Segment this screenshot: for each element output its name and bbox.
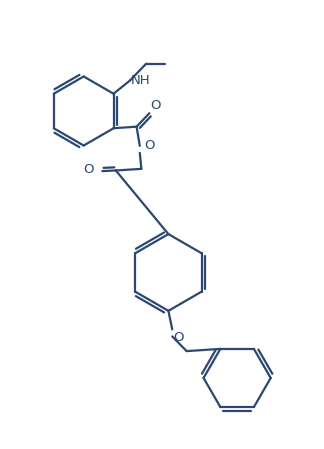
Text: O: O: [174, 331, 184, 344]
Text: O: O: [144, 139, 155, 152]
Text: O: O: [83, 163, 93, 176]
Text: NH: NH: [131, 74, 151, 87]
Text: O: O: [151, 99, 161, 112]
